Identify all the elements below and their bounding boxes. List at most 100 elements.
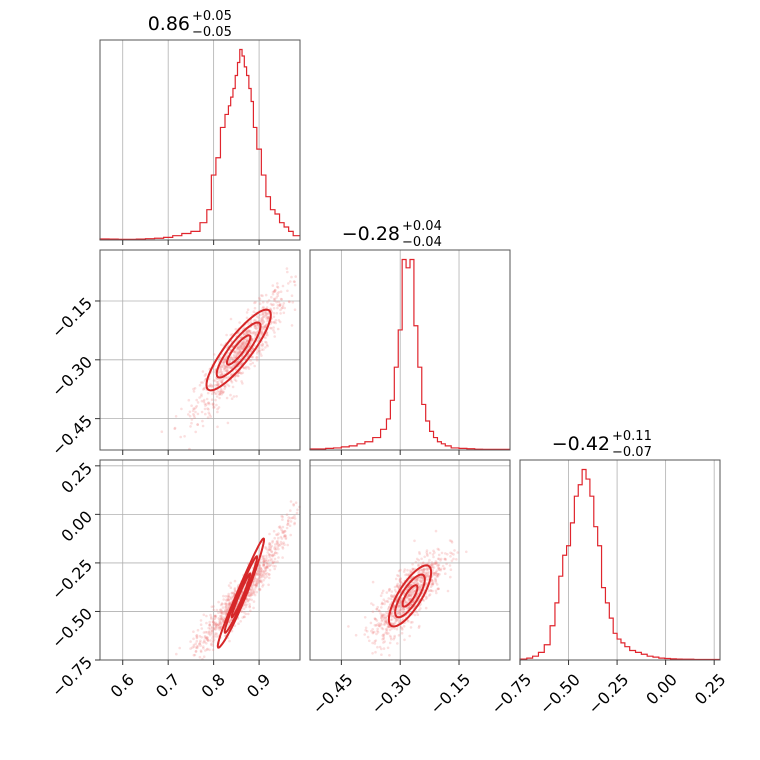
p3-vs-p2-sample-point	[397, 569, 401, 573]
p3-vs-p2-sample-point	[374, 650, 377, 654]
p3-vs-p2-sample-point	[407, 594, 411, 597]
p3-vs-p1-sample-point	[216, 623, 219, 627]
p3-vs-p2-sample-point	[380, 647, 383, 651]
p3-vs-p1-sample-point	[256, 578, 260, 582]
p3-vs-p2-sample-point	[406, 607, 409, 611]
p3-vs-p2-sample-point	[418, 579, 422, 582]
p3-vs-p1-sample-point	[219, 610, 223, 614]
p3-vs-p2-sample-point	[446, 553, 449, 556]
p3-vs-p1-sample-point	[273, 557, 277, 561]
p2-vs-p1-sample-point	[246, 331, 250, 335]
param3-hist-title-minus: −0.07	[612, 445, 652, 460]
p3-vs-p1-sample-point	[213, 633, 217, 637]
p3-vs-p2-sample-point	[419, 580, 423, 584]
p3-vs-p2-sample-point	[419, 562, 423, 565]
p2-vs-p1-sample-point	[242, 345, 246, 349]
p2-vs-p1-sample-point	[173, 427, 176, 431]
p2-vs-p1-sample-point	[256, 350, 259, 353]
p3-vs-p2-sample-point	[436, 564, 439, 567]
p3-vs-p1-sample-point	[257, 566, 261, 570]
p2-vs-p1-sample-point	[286, 289, 289, 293]
p3-vs-p2-sample-point	[380, 606, 383, 609]
p3-vs-p1-sample-point	[248, 593, 252, 597]
p3-vs-p1-sample-point	[204, 637, 208, 640]
p3-vs-p1-sample-point	[192, 630, 195, 633]
p3-vs-p1-sample-point	[225, 599, 228, 603]
p3-vs-p2-sample-point	[380, 616, 383, 619]
p3-vs-p1-sample-point	[277, 536, 280, 540]
p2-vs-p1-sample-point	[179, 435, 182, 439]
p3-vs-p1-sample-point	[237, 622, 240, 625]
p2-vs-p1-sample-point	[265, 317, 268, 320]
p2-vs-p1-sample-point	[246, 339, 249, 343]
p2-vs-p1-sample-point	[244, 350, 248, 353]
p2-vs-p1-sample-point	[279, 302, 282, 306]
p3-vs-p1-sample-point	[230, 629, 234, 633]
p3-vs-p1-sample-point	[221, 615, 224, 619]
p3-vs-p2-sample-point	[407, 585, 411, 589]
p2-vs-p1-sample-point	[258, 350, 261, 353]
p3-vs-p2-sample-point	[373, 630, 376, 634]
p2-vs-p1-sample-point	[228, 366, 232, 370]
p2-vs-p1-sample-point	[231, 345, 234, 349]
p3-vs-p1-sample-point	[258, 579, 262, 582]
p3-vs-p1-sample-point	[218, 620, 221, 623]
p2-vs-p1-sample-point	[232, 353, 236, 357]
p3-vs-p2-sample-point	[411, 581, 415, 585]
p3-vs-p2-sample-point	[393, 636, 396, 639]
p2-vs-p1-sample-point	[276, 327, 280, 331]
p2-vs-p1-sample-point	[258, 296, 261, 300]
p2-vs-p1-sample-point	[204, 404, 207, 407]
p2-vs-p1-sample-point	[274, 321, 278, 325]
p2-vs-p1-sample-point	[291, 301, 295, 304]
p3-vs-p2-sample-point	[428, 593, 432, 596]
p3-vs-p1-sample-point	[221, 610, 224, 613]
p3-vs-p2-sample-point	[388, 634, 392, 638]
p2-vs-p1-sample-point	[221, 379, 224, 382]
p2-vs-p1-sample-point	[218, 370, 222, 374]
p3-vs-p1-sample-point	[233, 587, 237, 590]
p3-vs-p1-sample-point	[205, 630, 209, 634]
p3-vs-p2-sample-point	[396, 582, 400, 586]
p3-vs-p2-sample-point	[422, 568, 426, 572]
p3-vs-p1-sample-point	[254, 585, 258, 588]
p3-vs-p1-sample-point	[219, 614, 223, 618]
p3-vs-p1-sample-point	[277, 547, 280, 551]
p2-vs-p1-sample-point	[224, 364, 227, 368]
p3-vs-p2-sample-point	[416, 578, 419, 581]
p2-vs-p1-sample-point	[253, 330, 256, 334]
p3-vs-p2-sample-point	[391, 611, 394, 615]
p3-vs-p1-sample-point	[195, 645, 198, 648]
p3-vs-p2-sample-point	[370, 629, 373, 633]
p3-vs-p2-sample-point	[403, 607, 406, 611]
p3-vs-p2-sample-point	[382, 617, 386, 621]
p3-vs-p1-sample-point	[259, 566, 262, 570]
p3-vs-p2-sample-point	[446, 589, 450, 593]
p2-vs-p1-sample-point	[247, 329, 250, 333]
p2-vs-p1-sample-point	[200, 410, 204, 414]
p3-vs-p2-sample-point	[439, 557, 443, 561]
p3-vs-p2-sample-point	[417, 563, 420, 567]
p3-vs-p1-sample-point	[282, 530, 285, 533]
p3-vs-p2-sample-point	[397, 574, 400, 578]
p3-vs-p1-sample-point	[209, 613, 212, 617]
p3-vs-p1-sample-point	[224, 602, 228, 605]
p2-vs-p1-sample-point	[220, 373, 223, 376]
p2-vs-p1-sample-point	[267, 299, 271, 302]
p2-vs-p1-sample-point	[226, 366, 229, 370]
p3-vs-p2-sample-point	[412, 591, 415, 595]
p3-vs-p2-sample-point	[375, 608, 379, 611]
p2-vs-p1-sample-point	[229, 356, 233, 360]
p3-vs-p1-sample-point	[223, 602, 227, 605]
p3-vs-p1-sample-point	[250, 592, 253, 596]
p3-vs-p1-sample-point	[195, 639, 199, 643]
p2-vs-p1-sample-point	[222, 390, 225, 394]
p3-vs-p2-sample-point	[414, 560, 418, 564]
p3-vs-p1-sample-point	[284, 536, 288, 539]
p3-vs-p2-sample-point	[397, 604, 401, 608]
p2-vs-p1-sample-point	[279, 297, 283, 301]
p3-vs-p2-sample-point	[417, 609, 421, 612]
p3-vs-p1-sample-point	[227, 594, 231, 598]
p3-vs-p2-sample-point	[443, 567, 446, 570]
p3-vs-p2-sample-point	[371, 628, 375, 631]
